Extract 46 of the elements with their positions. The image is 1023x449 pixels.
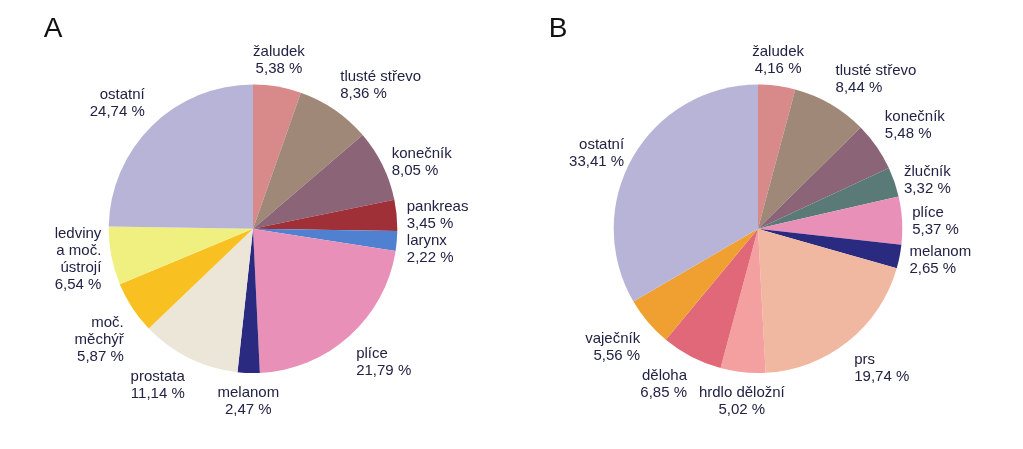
data-label: 5,37 % [912,219,959,237]
slice-label: plíce [356,343,388,361]
data-label: 11,14 % [130,384,185,402]
data-label: 5,56 % [593,345,641,363]
data-label: 6,85 % [640,383,688,401]
slice-label: vaječník [585,328,641,346]
slice-label: plíce [912,202,944,220]
slice-label: pankreas [406,197,469,215]
slice-label: melanom [909,241,972,259]
data-label: 2,65 % [909,258,957,276]
slice-label: prostata [130,367,186,385]
slice-label: konečník [884,106,946,124]
data-label: 5,38 % [255,59,303,77]
data-label: 24,74 % [89,101,145,119]
data-label: 5,02 % [718,399,766,417]
slice-label: moč. měchýř [74,313,125,348]
data-label: 3,32 % [904,178,951,196]
data-label: 19,74 % [854,366,910,384]
slice-label: konečník [391,143,453,161]
chart-title: B [548,12,568,44]
slice-label: prs [854,349,876,367]
data-label: 4,16 % [754,58,802,76]
slice-label: žlučník [904,161,952,179]
slice-label: tlusté střevo [835,61,917,79]
data-label: 6,54 % [54,274,102,292]
slice-label: hrdlo děložní [698,382,786,400]
data-label: 3,45 % [406,214,454,232]
slice-label: melanom [217,383,280,401]
slice-label: žaludek [253,42,306,60]
data-label: 2,47 % [225,400,272,418]
slice-label: larynx [406,231,448,249]
slice-label: ledviny a moč. ústrojí [54,223,103,275]
data-label: 8,44 % [835,78,883,96]
data-label: 33,41 % [569,151,625,169]
slice-label: ostatní [99,84,146,102]
slice-label: děloha [641,366,688,384]
data-label: 5,87 % [77,347,124,365]
data-label: 21,79 % [356,360,412,378]
data-label: 8,05 % [391,160,439,178]
data-label: 5,48 % [884,123,932,141]
slice-label: ostatní [579,134,625,152]
chart-title: A [43,12,63,44]
data-label: 8,36 % [340,84,387,102]
slice-label: žaludek [752,41,805,59]
slice-label: tlusté střevo [340,67,422,85]
data-label: 2,22 % [406,248,454,266]
